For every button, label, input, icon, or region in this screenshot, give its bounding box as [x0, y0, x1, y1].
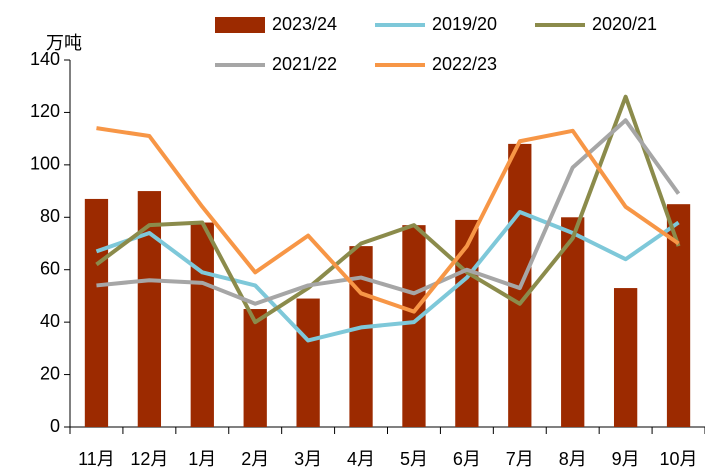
x-tick-label: 5月: [400, 449, 428, 469]
x-tick-label: 1月: [188, 449, 216, 469]
y-tick-label: 80: [40, 206, 60, 226]
line: [96, 126, 680, 314]
bar: [561, 217, 585, 427]
bar: [455, 219, 479, 427]
y-tick-label: 100: [30, 154, 60, 174]
x-tick-label: 10月: [660, 449, 698, 469]
legend-label: 2021/22: [272, 54, 337, 74]
x-tick-label: 2月: [241, 449, 269, 469]
bar: [296, 298, 320, 427]
x-tick-label: 11月: [78, 449, 115, 469]
x-tick-label: 4月: [347, 449, 375, 469]
bar: [84, 198, 109, 427]
legend-label: 2019/20: [432, 14, 497, 34]
x-tick-label: 8月: [559, 449, 587, 469]
y-tick-label: 120: [30, 101, 60, 121]
bar: [666, 204, 691, 427]
line: [96, 118, 681, 306]
y-axis-label: 万吨: [46, 33, 82, 53]
legend-label: 2022/23: [432, 54, 497, 74]
x-tick-label: 9月: [612, 449, 640, 469]
y-tick-label: 0: [50, 416, 60, 436]
x-tick-label: 7月: [506, 449, 534, 469]
legend-label: 2023/24: [272, 14, 337, 34]
bar: [243, 309, 267, 427]
bar: [613, 288, 638, 427]
x-tick-label: 6月: [453, 449, 481, 469]
y-tick-label: 60: [40, 258, 60, 278]
y-tick-label: 20: [40, 363, 60, 383]
line: [95, 94, 681, 325]
bar: [137, 191, 162, 427]
x-tick-label: 12月: [130, 449, 168, 469]
bar: [402, 225, 426, 427]
bar: [190, 222, 214, 427]
legend-label: 2020/21: [592, 14, 657, 34]
x-tick-label: 3月: [294, 449, 322, 469]
y-tick-label: 140: [30, 49, 60, 69]
y-tick-label: 40: [40, 311, 60, 331]
line: [95, 210, 680, 343]
bar: [349, 246, 373, 427]
legend-swatch: [215, 17, 265, 33]
